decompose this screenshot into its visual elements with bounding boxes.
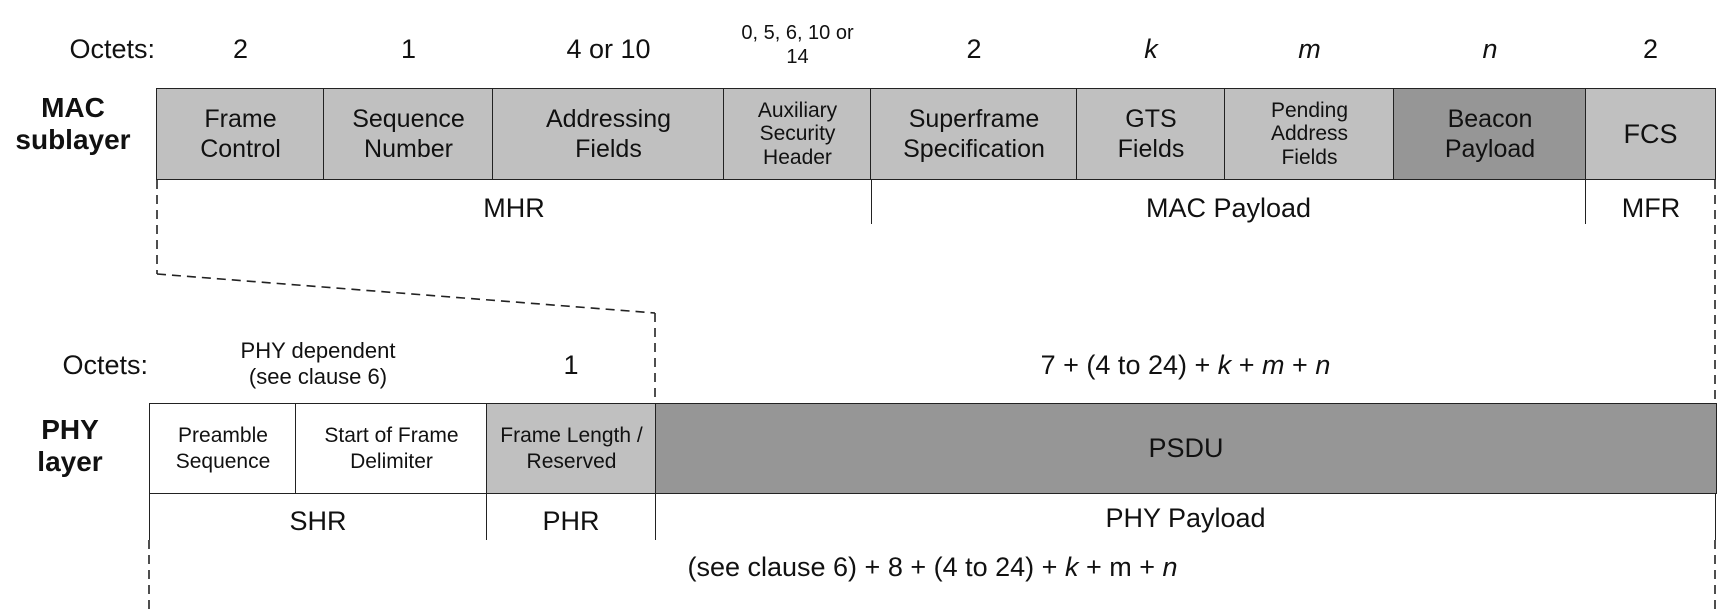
octets-psdu-c: + (1284, 350, 1316, 380)
field-sequence-number-line2: Number (364, 135, 453, 163)
mac-group-divider-mhr (871, 180, 872, 224)
mac-octets-label: Octets: (69, 34, 155, 64)
phy-group-divider-shr (486, 494, 487, 540)
field-preamble-line1: Preamble (178, 424, 268, 448)
octets-gts: k (1078, 34, 1224, 66)
octets-addressing: 4 or 10 (566, 34, 651, 64)
field-aux-security-line2: Security (759, 122, 836, 146)
octets-aux-security-line2: 14 (786, 45, 809, 68)
octets-superframe: 2 (966, 34, 982, 64)
mac-group-mfr: MFR (1621, 193, 1681, 223)
octets-psdu-a: 7 + (4 to 24) + (1040, 350, 1218, 380)
field-frame-length-line2: Reserved (526, 449, 617, 473)
octets-psdu-k: k (1217, 350, 1232, 380)
octets-beacon: n (1395, 34, 1585, 66)
octets-psdu-n: n (1315, 350, 1331, 380)
field-addressing: Addressing Fields (492, 88, 725, 180)
field-pending-address: Pending Address Fields (1224, 88, 1395, 180)
field-sequence-number-line1: Sequence (352, 105, 465, 133)
field-pending-line2: Address (1270, 122, 1349, 146)
phy-total-k: k (1064, 552, 1079, 582)
field-aux-security: Auxiliary Security Header (723, 88, 872, 180)
field-sfd-line2: Delimiter (350, 449, 433, 473)
field-gts: GTS Fields (1076, 88, 1226, 180)
phy-total-length: (see clause 6) + 8 + (4 to 24) + k + m +… (150, 552, 1715, 583)
field-preamble-sequence: Preamble Sequence (149, 403, 297, 494)
field-fcs: FCS (1585, 88, 1716, 180)
field-psdu-label: PSDU (1148, 433, 1224, 464)
octets-frame-control: 2 (232, 34, 249, 64)
octets-psdu: 7 + (4 to 24) + k + m + n (656, 350, 1715, 382)
field-pending-line1: Pending (1270, 98, 1349, 122)
field-beacon-line2: Payload (1444, 135, 1536, 163)
field-gts-line2: Fields (1117, 135, 1185, 163)
phy-octets-label: Octets: (62, 350, 148, 380)
mac-layer-label-line2: sublayer (15, 124, 131, 156)
phy-group-left-edge (149, 494, 150, 540)
phy-group-right-edge (1715, 494, 1716, 540)
field-superframe-line2: Specification (903, 135, 1045, 163)
octets-aux-security: 0, 5, 6, 10 or 14 (725, 22, 870, 69)
field-fcs-label: FCS (1623, 118, 1678, 149)
field-aux-security-line3: Header (763, 145, 832, 169)
field-frame-control-line1: Frame (204, 105, 277, 133)
field-beacon-line1: Beacon (1447, 105, 1533, 133)
field-superframe: Superframe Specification (870, 88, 1078, 180)
field-superframe-line1: Superframe (908, 105, 1040, 133)
phy-total-b: + m + (1078, 552, 1163, 582)
field-gts-line1: GTS (1125, 105, 1177, 133)
octets-shr: PHY dependent (see clause 6) (150, 338, 486, 390)
field-sfd-line1: Start of Frame (324, 424, 459, 448)
mac-layer-label-line1: MAC (41, 92, 105, 123)
phy-group-phr: PHR (542, 506, 600, 536)
octets-pending: m (1226, 34, 1393, 66)
octets-sequence-number: 1 (400, 34, 417, 64)
octets-shr-line2: (see clause 6) (248, 363, 388, 389)
field-psdu: PSDU (655, 403, 1717, 494)
octets-psdu-b: + (1231, 350, 1263, 380)
field-frame-length-line1: Frame Length / (500, 424, 643, 448)
field-addressing-line2: Fields (575, 135, 642, 163)
field-frame-length: Frame Length / Reserved (486, 403, 657, 494)
octets-phr: 1 (563, 350, 579, 380)
octets-gts-value: k (1144, 34, 1158, 64)
octets-shr-line1: PHY dependent (240, 338, 396, 363)
phy-group-payload: PHY Payload (1105, 503, 1266, 533)
octets-psdu-m: m (1262, 350, 1285, 380)
field-addressing-line1: Addressing (545, 105, 672, 133)
field-aux-security-line1: Auxiliary (757, 98, 838, 122)
mac-layer-label: MAC sublayer (8, 92, 138, 156)
mac-group-mhr: MHR (483, 193, 545, 223)
field-sequence-number: Sequence Number (323, 88, 494, 180)
mac-group-mac-payload: MAC Payload (1145, 193, 1312, 223)
field-preamble-line2: Sequence (175, 449, 271, 473)
phy-group-divider-phr (655, 494, 656, 540)
phy-total-a: (see clause 6) + 8 + (4 to 24) + (687, 552, 1065, 582)
phy-total-n: n (1162, 552, 1178, 582)
phy-group-shr: SHR (289, 506, 347, 536)
phy-layer-label: PHY layer (10, 414, 130, 478)
octets-beacon-value: n (1482, 34, 1498, 64)
field-start-of-frame-delimiter: Start of Frame Delimiter (295, 403, 488, 494)
phy-layer-label-line1: PHY (41, 414, 99, 445)
field-beacon-payload: Beacon Payload (1393, 88, 1587, 180)
field-pending-line3: Fields (1281, 145, 1338, 169)
octets-aux-security-line1: 0, 5, 6, 10 or (741, 22, 854, 44)
mac-group-divider-mfr (1585, 180, 1586, 224)
field-frame-control-line2: Control (200, 135, 281, 163)
octets-pending-value: m (1298, 34, 1321, 64)
octets-fcs: 2 (1642, 34, 1659, 64)
phy-layer-label-line2: layer (37, 446, 103, 478)
